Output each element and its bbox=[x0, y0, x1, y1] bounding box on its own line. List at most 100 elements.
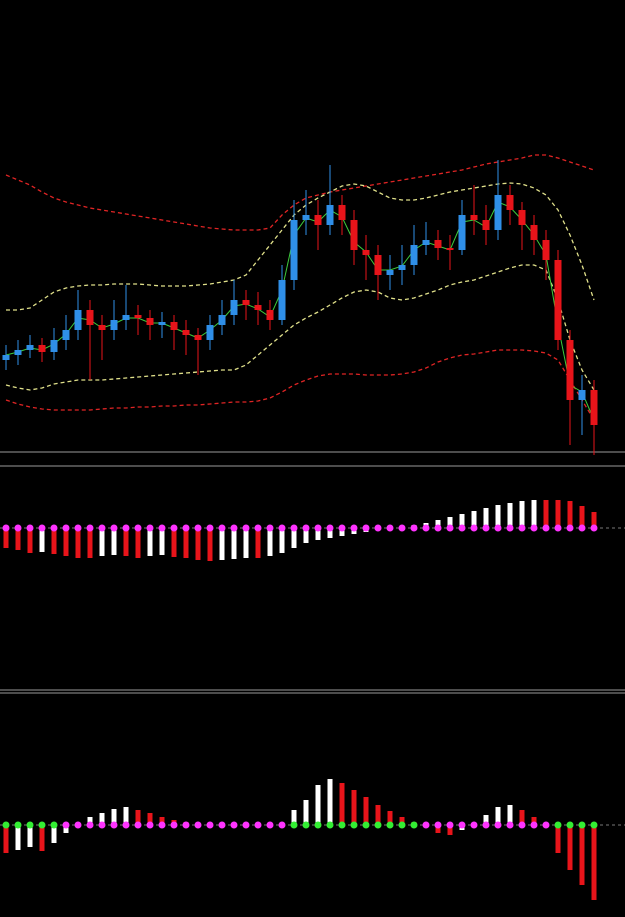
signal-dot bbox=[422, 821, 430, 829]
indicator-line bbox=[6, 182, 595, 311]
candle-body bbox=[242, 300, 250, 305]
histogram-bar bbox=[315, 528, 321, 540]
histogram-bar bbox=[483, 815, 489, 825]
signal-dot bbox=[158, 821, 166, 829]
signal-dot bbox=[38, 524, 46, 532]
histogram-bar bbox=[207, 528, 213, 561]
histogram-bar bbox=[123, 807, 129, 825]
indicator-line bbox=[5, 264, 595, 391]
candle-body bbox=[590, 390, 598, 425]
histogram-bar bbox=[15, 528, 21, 550]
candle-body bbox=[302, 215, 310, 220]
signal-dot bbox=[2, 524, 10, 532]
histogram-bar bbox=[363, 797, 369, 825]
candle-body bbox=[254, 305, 262, 310]
histogram-bar bbox=[255, 528, 261, 558]
candle-body bbox=[62, 330, 70, 340]
signal-dot bbox=[158, 524, 166, 532]
histogram-bar bbox=[567, 825, 573, 870]
signal-dot bbox=[482, 821, 490, 829]
histogram-bar bbox=[99, 528, 105, 556]
signal-dot bbox=[194, 821, 202, 829]
signal-dot bbox=[14, 821, 22, 829]
histogram-bar bbox=[3, 825, 9, 853]
histogram-bar bbox=[75, 528, 81, 558]
histogram-bar bbox=[339, 783, 345, 825]
signal-dot bbox=[578, 524, 586, 532]
signal-dot bbox=[458, 524, 466, 532]
histogram-bar bbox=[375, 805, 381, 825]
signal-dot bbox=[86, 524, 94, 532]
signal-dot bbox=[398, 524, 406, 532]
histogram-bar bbox=[147, 528, 153, 556]
histogram-bar bbox=[87, 528, 93, 558]
signal-dot bbox=[314, 821, 322, 829]
histogram-bar bbox=[435, 520, 441, 528]
signal-dot bbox=[338, 524, 346, 532]
signal-dot bbox=[518, 821, 526, 829]
histogram-bar bbox=[303, 800, 309, 825]
histogram-bar bbox=[543, 500, 549, 528]
histogram-bar bbox=[267, 528, 273, 556]
histogram-bar bbox=[39, 528, 45, 552]
signal-dot bbox=[278, 524, 286, 532]
signal-dot bbox=[374, 524, 382, 532]
signal-dot bbox=[506, 524, 514, 532]
signal-dot bbox=[194, 524, 202, 532]
histogram-bar bbox=[435, 825, 441, 833]
candle-body bbox=[530, 225, 538, 240]
signal-dot bbox=[170, 524, 178, 532]
histogram-bar bbox=[291, 810, 297, 825]
signal-dot bbox=[62, 821, 70, 829]
signal-dot bbox=[254, 524, 262, 532]
signal-dot bbox=[386, 524, 394, 532]
signal-dot bbox=[470, 821, 478, 829]
candle-body bbox=[122, 315, 130, 320]
signal-dot bbox=[494, 821, 502, 829]
histogram-bar bbox=[327, 528, 333, 538]
signal-dot bbox=[26, 524, 34, 532]
candle-body bbox=[26, 345, 34, 350]
signal-dot bbox=[530, 821, 538, 829]
signal-dot bbox=[326, 524, 334, 532]
histogram-bar bbox=[27, 825, 33, 847]
candle-body bbox=[158, 322, 166, 325]
candle-body bbox=[350, 220, 358, 250]
candle-body bbox=[518, 210, 526, 225]
histogram-bar bbox=[507, 805, 513, 825]
histogram-bar bbox=[87, 817, 93, 825]
signal-dot bbox=[122, 821, 130, 829]
signal-dot bbox=[290, 821, 298, 829]
histogram-bar bbox=[555, 500, 561, 528]
histogram-bar bbox=[51, 528, 57, 554]
histogram-bar bbox=[339, 528, 345, 536]
candle-body bbox=[458, 215, 466, 250]
histogram-bar bbox=[159, 817, 165, 825]
signal-dot bbox=[134, 524, 142, 532]
histogram-bar bbox=[327, 779, 333, 825]
histogram-bar bbox=[231, 528, 237, 559]
signal-dot bbox=[566, 524, 574, 532]
histogram-bar bbox=[99, 813, 105, 825]
signal-dot bbox=[410, 821, 418, 829]
signal-dot bbox=[146, 821, 154, 829]
signal-dot bbox=[326, 821, 334, 829]
histogram-bar bbox=[315, 785, 321, 825]
candle-body bbox=[86, 310, 94, 325]
histogram-bar bbox=[591, 825, 597, 900]
histogram-bar bbox=[51, 825, 57, 843]
candle-body bbox=[506, 195, 514, 210]
histogram-bar bbox=[123, 528, 129, 556]
signal-dot bbox=[98, 821, 106, 829]
candle-body bbox=[338, 205, 346, 220]
histogram-bar bbox=[63, 825, 69, 833]
histogram-bar bbox=[159, 528, 165, 555]
signal-dot bbox=[266, 524, 274, 532]
candle-body bbox=[110, 320, 118, 330]
candle-body bbox=[206, 325, 214, 340]
signal-dot bbox=[218, 821, 226, 829]
signal-dot bbox=[314, 524, 322, 532]
candle-body bbox=[398, 265, 406, 270]
